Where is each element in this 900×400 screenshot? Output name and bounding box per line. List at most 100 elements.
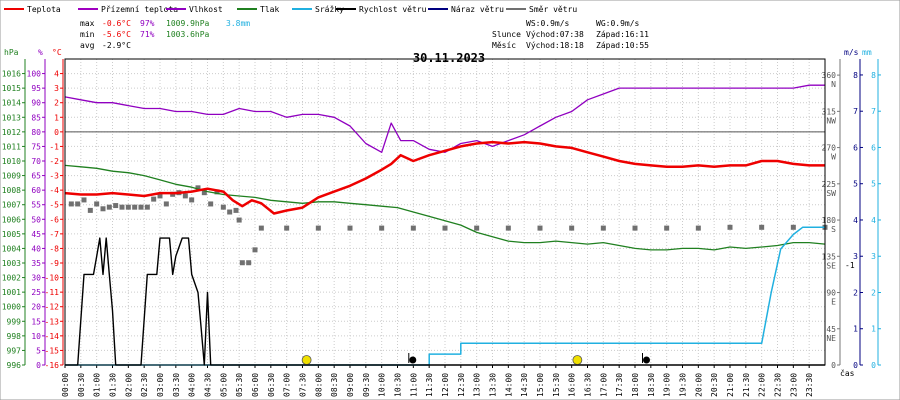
pressure_hpa-tick-label: 1010 (2, 157, 21, 166)
sunset-info: Západ:16:11 (596, 30, 649, 39)
direction-point (189, 197, 195, 203)
direction-point (790, 224, 796, 230)
moon-marker (409, 356, 417, 364)
direction-compass-label: E (831, 298, 836, 307)
x-tick-label: 23:00 (789, 373, 798, 397)
humidity_pct-axis-label: % (38, 48, 43, 57)
legend-label: Náraz větru (451, 5, 504, 14)
humidity_pct-tick-label: 85 (31, 113, 41, 122)
legend-label: Přízemní teplota (101, 5, 178, 14)
x-tick-label: 05:00 (219, 373, 228, 397)
temperature_c-tick-label: 1 (54, 113, 59, 122)
pressure_hpa-tick-label: 1012 (2, 128, 21, 137)
direction-point (125, 204, 131, 210)
stats-block: max -0.6°C 97% 1009.9hPa 3.8mm min -5.6°… (80, 19, 250, 50)
wind_ms-tick-label: 6 (853, 143, 858, 152)
temperature_c-tick-label: -6 (49, 215, 59, 224)
sunrise-info: Východ:07:38 (526, 30, 584, 39)
chart-title: 30.11.2023 (413, 51, 485, 65)
x-tick-label: 19:30 (679, 373, 688, 397)
x-tick-label: 18:30 (647, 373, 656, 397)
plot-frame (64, 58, 826, 366)
series-line-wind (65, 237, 825, 366)
temperature_c-tick-label: -8 (49, 244, 59, 253)
direction-tick-label: 45 (826, 325, 836, 334)
x-tick-label: 23:30 (805, 373, 814, 397)
x-tick-label: 10:00 (378, 373, 387, 397)
rain_mm-tick-label: 7 (871, 107, 876, 116)
direction-point (163, 201, 169, 207)
direction-point (246, 260, 252, 266)
stat-min-pressure: 1003.6hPa (166, 30, 210, 39)
direction-point (239, 260, 245, 266)
x-tick-label: 17:30 (615, 373, 624, 397)
direction-point (252, 247, 258, 253)
direction-point (410, 225, 416, 231)
humidity_pct-tick-label: 35 (31, 259, 41, 268)
stat-avg-temp: -2.9°C (102, 41, 131, 50)
pressure_hpa-tick-label: 1006 (2, 215, 21, 224)
direction-point (208, 201, 214, 207)
humidity_pct-tick-label: 60 (31, 186, 41, 195)
pressure_hpa-tick-label: 1015 (2, 84, 21, 93)
series-layer (64, 84, 828, 366)
humidity_pct-tick-label: 20 (31, 303, 41, 312)
x-tick-label: 18:00 (631, 373, 640, 397)
stat-max-rain: 3.8mm (226, 19, 250, 28)
wind_ms-tick-label: 1 (853, 325, 858, 334)
rain_mm-tick-label: 1 (871, 325, 876, 334)
pressure_hpa-tick-label: 1001 (2, 288, 21, 297)
direction-point (233, 207, 239, 213)
wind_ms-tick-label: 3 (853, 252, 858, 261)
direction-point (87, 207, 93, 213)
pressure_hpa-tick-label: 998 (7, 332, 22, 341)
pressure_hpa-tick-label: 1003 (2, 259, 21, 268)
direction-point (315, 225, 321, 231)
legend: Teplota Přízemní teplota Vlhkost Tlak Srážky… (4, 5, 577, 14)
temperature_c-tick-label: -2 (49, 157, 59, 166)
temperature_c-tick-label: 4 (54, 70, 59, 79)
direction-tick-label: 0 (831, 361, 836, 370)
direction-tick-label: 135 (822, 252, 837, 261)
temperature_c-tick-label: 2 (54, 99, 59, 108)
x-tick-label: 07:30 (299, 373, 308, 397)
x-tick-label: 04:00 (188, 373, 197, 397)
stat-avg-label: avg (80, 41, 95, 50)
x-tick-label: 03:00 (156, 373, 165, 397)
x-tick-label: 21:30 (742, 373, 751, 397)
direction-point (569, 225, 575, 231)
x-tick-label: 13:30 (489, 373, 498, 397)
left-axes: hPa9969979989991000100110021003100410051… (2, 48, 64, 370)
humidity_pct-tick-label: 5 (36, 346, 41, 355)
legend-label: Směr větru (529, 5, 577, 14)
direction-compass-label: SE (826, 261, 836, 270)
humidity_pct-tick-label: 100 (27, 70, 42, 79)
x-tick-label: 16:30 (584, 373, 593, 397)
rain_mm-tick-label: 0 (871, 361, 876, 370)
pressure_hpa-axis-label: hPa (4, 48, 19, 57)
temperature_c-tick-label: 0 (54, 128, 59, 137)
temperature_c-tick-label: -12 (45, 303, 60, 312)
direction-point (236, 217, 242, 223)
direction-point (195, 185, 201, 191)
direction-tick-label: 90 (826, 289, 836, 298)
humidity_pct-tick-label: 90 (31, 99, 41, 108)
x-tick-label: 01:30 (109, 373, 118, 397)
direction-point (138, 204, 144, 210)
humidity_pct-tick-label: 95 (31, 84, 41, 93)
series-line-humidity (64, 84, 825, 153)
x-tick-label: 02:30 (140, 373, 149, 397)
direction-point (227, 209, 233, 215)
pressure_hpa-tick-label: 1008 (2, 186, 21, 195)
series-line-pressure (64, 164, 826, 251)
direction-point (258, 225, 264, 231)
x-tick-label: 22:30 (774, 373, 783, 397)
humidity_pct-tick-label: 40 (31, 244, 41, 253)
direction-point (727, 224, 733, 230)
temperature_c-tick-label: -5 (49, 201, 59, 210)
legend-label: Rychlost větru (359, 5, 427, 14)
direction-compass-label: NW (826, 116, 836, 125)
direction-point (201, 190, 207, 196)
pressure_hpa-tick-label: 1016 (2, 70, 21, 79)
humidity_pct-tick-label: 80 (31, 128, 41, 137)
